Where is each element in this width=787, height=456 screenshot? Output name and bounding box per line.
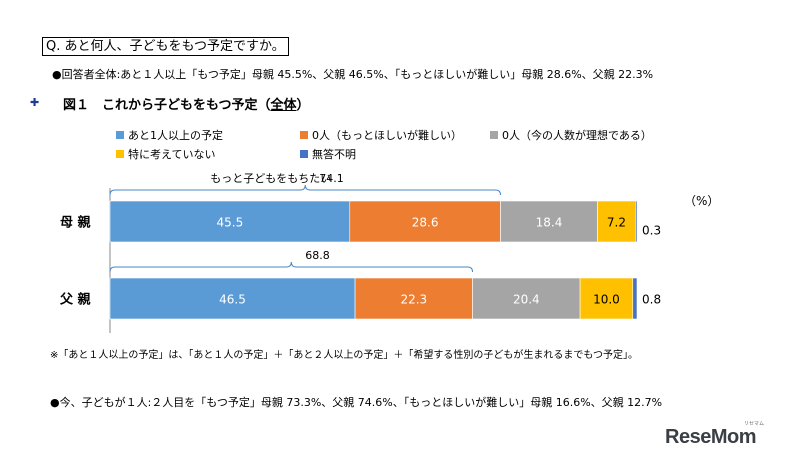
category-label: 母 親: [60, 215, 91, 231]
data-label: 7.2: [607, 216, 626, 230]
data-label: 18.4: [536, 216, 563, 230]
data-label: 46.5: [219, 293, 246, 307]
legend-swatch: [300, 150, 308, 158]
data-label: 0.3: [642, 224, 661, 238]
category-label: 父 親: [59, 292, 91, 308]
figure-title-emphasis: 全体: [270, 98, 297, 113]
summary-overall: ●回答者全体:あと１人以上「もつ予定」母親 45.5%、父親 46.5%、「もっ…: [52, 68, 654, 81]
bracket-value: 74.1: [319, 172, 344, 185]
data-label: 28.6: [412, 216, 439, 230]
figure-marker-icon: ✚: [30, 96, 40, 109]
resemom-logo: ReseMom: [665, 426, 756, 448]
data-label: 10.0: [593, 293, 620, 307]
legend-label: 特に考えていない: [128, 148, 216, 161]
bracket-label: もっと子どもをもちたい: [210, 172, 331, 185]
figure-title: 図１ これから子どもをもつ予定（全体）: [63, 94, 310, 113]
legend-label: 無答不明: [312, 148, 356, 161]
legend-swatch: [490, 131, 498, 139]
figure-title-prefix: 図１ これから子どもをもつ予定（: [63, 98, 271, 113]
bar-segment: [109, 277, 356, 320]
bracket-value: 68.8: [305, 249, 330, 262]
bar-segment: [579, 277, 634, 320]
bar-segment: [354, 277, 473, 320]
data-label: 22.3: [400, 293, 427, 307]
legend-item-1: 0人（もっとほしいが難しい）: [300, 127, 462, 143]
bar-segment: [472, 277, 581, 320]
legend-label: 0人（もっとほしいが難しい）: [312, 129, 462, 142]
legend-item-3: 特に考えていない: [116, 146, 215, 162]
legend-label: あと1人以上の予定: [128, 129, 223, 142]
footnote: ※「あと１人以上の予定」は、「あと１人の予定」＋「あと２人以上の予定」＋「希望す…: [50, 350, 638, 361]
legend-item-2: 0人（今の人数が理想である）: [490, 127, 652, 143]
legend-item-0: あと1人以上の予定: [116, 127, 223, 143]
data-label: 0.8: [642, 293, 661, 307]
bar-segment: [632, 277, 638, 320]
bar-segment: [109, 200, 351, 243]
question-title: Q. あと何人、子どもをもつ予定ですか。: [42, 37, 289, 56]
legend-swatch: [116, 150, 124, 158]
legend-swatch: [116, 131, 124, 139]
percent-unit: （%）: [684, 194, 720, 208]
bar-segment: [500, 200, 598, 243]
data-label: 20.4: [513, 293, 540, 307]
legend-label: 0人（今の人数が理想である）: [502, 129, 652, 142]
summary-one-child: ●今、子どもが１人:２人目を「もつ予定」母親 73.3%、父親 74.6%、「も…: [50, 396, 663, 409]
bracket-line: [109, 184, 502, 196]
bracket-line: [109, 261, 474, 273]
data-label: 45.5: [217, 216, 244, 230]
resemom-logo-sub: リセマム: [744, 421, 765, 427]
figure-title-suffix: ）: [296, 98, 310, 113]
legend-swatch: [300, 131, 308, 139]
legend-item-4: 無答不明: [300, 146, 356, 162]
bar-segment: [597, 200, 636, 243]
bar-segment: [635, 200, 638, 243]
